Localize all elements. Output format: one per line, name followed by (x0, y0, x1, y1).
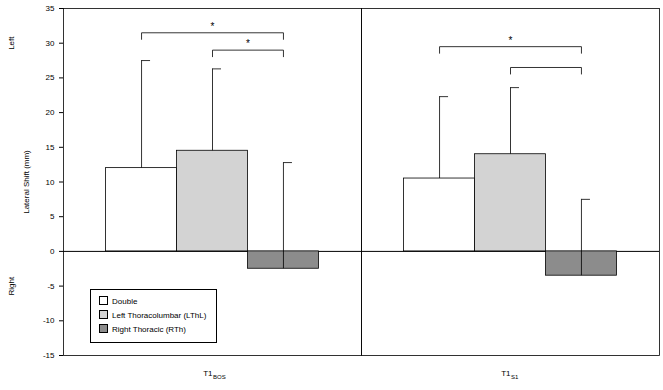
svg-text:BOS: BOS (213, 374, 226, 380)
svg-text:0: 0 (50, 247, 55, 256)
svg-text:20: 20 (46, 108, 55, 117)
svg-text:*: * (509, 35, 513, 46)
svg-text:*: * (246, 38, 250, 49)
svg-text:5: 5 (50, 212, 55, 221)
svg-text:25: 25 (46, 73, 55, 82)
svg-text:Right: Right (7, 276, 16, 295)
svg-text:15: 15 (46, 143, 55, 152)
svg-text:35: 35 (46, 4, 55, 13)
svg-text:S1: S1 (511, 374, 519, 380)
svg-text:-5: -5 (47, 282, 55, 291)
svg-text:Left: Left (7, 36, 16, 50)
svg-text:T1: T1 (203, 369, 213, 378)
html-text:Left Thoracolumbar (LThL): Left Thoracolumbar (LThL) (112, 311, 207, 320)
svg-text:T1: T1 (501, 369, 511, 378)
svg-text:Lateral Shift (mm): Lateral Shift (mm) (22, 150, 31, 214)
html-text:Double: Double (112, 297, 138, 306)
svg-text:*: * (211, 21, 215, 32)
html-text:Right Thoracic (RTh): Right Thoracic (RTh) (112, 325, 186, 334)
svg-text:-10: -10 (43, 316, 55, 325)
svg-text:-15: -15 (43, 351, 55, 360)
svg-text:10: 10 (46, 178, 55, 187)
svg-text:30: 30 (46, 39, 55, 48)
